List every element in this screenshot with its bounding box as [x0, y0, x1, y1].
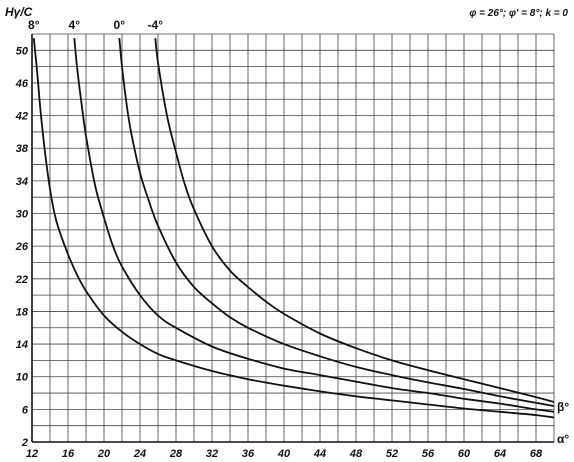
- series-label-bg: [108, 18, 131, 32]
- series-label-bg: [144, 18, 167, 32]
- y-tick-label: 50: [16, 45, 29, 57]
- x-tick-label: 44: [313, 448, 326, 460]
- x-tick-label: 64: [494, 448, 506, 460]
- series-line: [73, 38, 555, 413]
- series-label: -4°: [148, 18, 164, 32]
- x-tick-label: 32: [206, 448, 218, 460]
- plot-area: [32, 34, 554, 442]
- grid: [31, 33, 555, 443]
- y-tick-label: 6: [22, 404, 29, 416]
- series-label-bg: [22, 18, 45, 32]
- x-tick-label: 60: [458, 448, 471, 460]
- y-tick-label: 38: [16, 143, 29, 155]
- x-tick-label: 12: [26, 448, 38, 460]
- series-label: 8°: [28, 18, 40, 32]
- beta-label: β°: [557, 400, 569, 414]
- x-tick-label: 48: [349, 448, 363, 460]
- y-tick-label: 26: [15, 241, 29, 253]
- y-tick-label: 34: [16, 176, 28, 188]
- y-tick-label: 18: [16, 306, 29, 318]
- x-tick-label: 36: [242, 448, 255, 460]
- series-line: [118, 38, 555, 407]
- x-tick-label: 24: [133, 448, 146, 460]
- x-tick-label: 28: [169, 448, 183, 460]
- series-line: [154, 37, 555, 403]
- y-tick-label: 14: [16, 339, 28, 351]
- y-tick-label: 42: [15, 111, 28, 123]
- x-tick-label: 20: [97, 448, 111, 460]
- x-tick-label: 68: [530, 448, 543, 460]
- alpha-label: α°: [557, 432, 569, 446]
- series-group: 8° 4° 0° -4°: [22, 18, 555, 419]
- y-tick-label: 46: [15, 78, 29, 90]
- series-label: 0°: [114, 18, 126, 32]
- series-label: 4°: [69, 18, 81, 32]
- y-tick-label: 22: [15, 274, 28, 286]
- parameters-label: φ = 26°; φ' = 8°; k = 0: [469, 8, 568, 19]
- x-tick-label: 56: [422, 448, 435, 460]
- y-tick-label: 10: [16, 372, 29, 384]
- series-label-bg: [63, 18, 86, 32]
- x-tick-label: 40: [277, 448, 291, 460]
- series-line: [32, 38, 555, 419]
- x-tick-label: 52: [386, 448, 398, 460]
- y-axis-label: Hγ/C: [5, 5, 33, 19]
- y-tick-label: 30: [16, 209, 29, 221]
- x-tick-label: 16: [62, 448, 75, 460]
- y-tick-label: 2: [21, 437, 28, 449]
